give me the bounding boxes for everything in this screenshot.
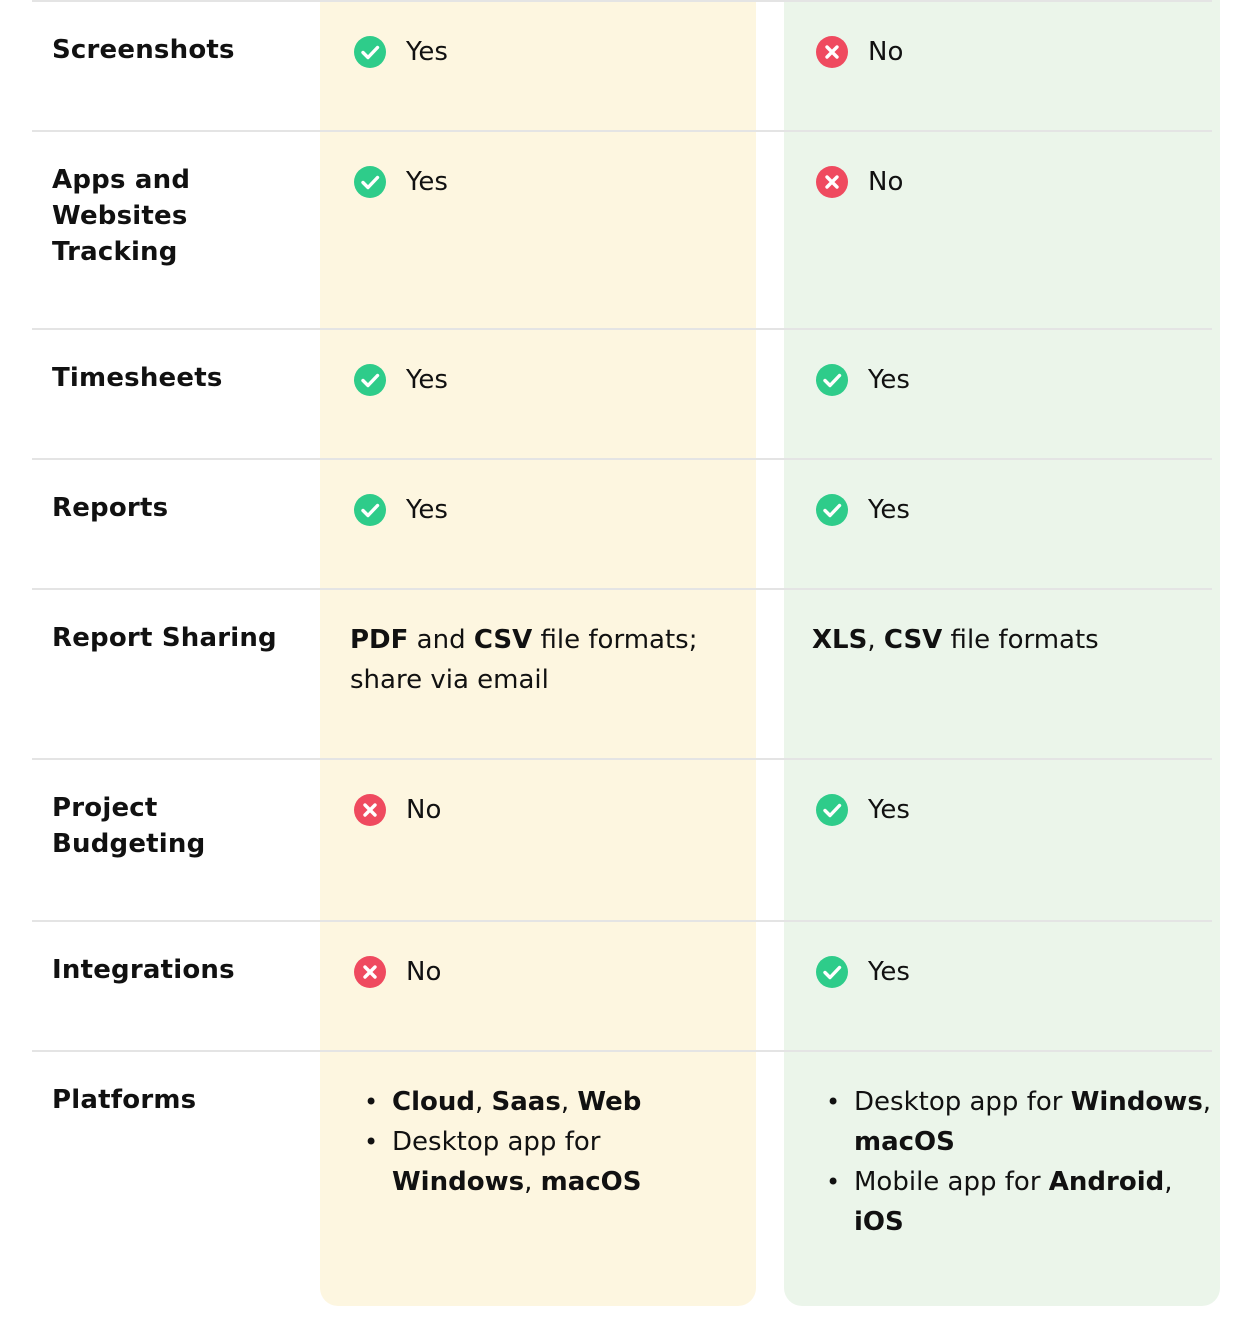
row-divider bbox=[32, 0, 1212, 2]
check-circle-icon bbox=[816, 364, 848, 396]
bold-text: Saas bbox=[491, 1087, 561, 1117]
cell-column-b: No bbox=[812, 162, 1212, 202]
bold-text: XLS bbox=[812, 625, 868, 655]
status-value: Yes bbox=[406, 37, 448, 67]
cell-column-a: Yes bbox=[350, 360, 740, 400]
cell-column-a: Yes bbox=[350, 162, 740, 202]
feature-label: Screenshots bbox=[52, 35, 235, 65]
row-divider bbox=[32, 1050, 1212, 1052]
cell-column-a: No bbox=[350, 952, 740, 992]
bold-text: macOS bbox=[540, 1167, 642, 1197]
status-value: No bbox=[868, 37, 904, 67]
bold-text: Android bbox=[1048, 1167, 1165, 1197]
cell-column-b: Yes bbox=[812, 490, 1212, 530]
platform-list: Cloud, Saas, WebDesktop app for Windows,… bbox=[350, 1082, 740, 1202]
x-circle-icon bbox=[354, 794, 386, 826]
text: , bbox=[524, 1167, 541, 1197]
feature-label: Timesheets bbox=[52, 363, 223, 393]
feature-label: Reports bbox=[52, 493, 169, 523]
status-value: No bbox=[406, 957, 442, 987]
bold-text: Windows bbox=[1070, 1087, 1203, 1117]
x-circle-icon bbox=[816, 36, 848, 68]
feature-label: Report Sharing bbox=[52, 623, 277, 653]
bold-text: CSV bbox=[473, 625, 533, 655]
check-circle-icon bbox=[816, 494, 848, 526]
status-value: Yes bbox=[868, 495, 910, 525]
platform-list-item: Desktop app for Windows, macOS bbox=[350, 1122, 740, 1202]
status-value: No bbox=[868, 167, 904, 197]
check-circle-icon bbox=[354, 494, 386, 526]
bold-text: Web bbox=[577, 1087, 642, 1117]
cell-column-b: Yes bbox=[812, 952, 1212, 992]
status-value: Yes bbox=[868, 365, 910, 395]
text: , bbox=[474, 1087, 492, 1117]
text: Desktop app for bbox=[854, 1087, 1071, 1117]
cell-column-a: PDF and CSV file formats; share via emai… bbox=[350, 620, 740, 700]
row-divider bbox=[32, 458, 1212, 460]
bold-text: Windows bbox=[392, 1167, 525, 1197]
bold-text: CSV bbox=[883, 625, 943, 655]
feature-label: Apps and Websites Tracking bbox=[52, 165, 191, 267]
check-circle-icon bbox=[354, 166, 386, 198]
row-divider bbox=[32, 130, 1212, 132]
status-value: Yes bbox=[406, 365, 448, 395]
text: , bbox=[1202, 1087, 1212, 1117]
bold-text: macOS bbox=[854, 1127, 955, 1157]
text: Mobile app for bbox=[854, 1167, 1049, 1197]
check-circle-icon bbox=[816, 794, 848, 826]
cell-column-b: Yes bbox=[812, 360, 1212, 400]
cell-column-b: Desktop app for Windows, macOSMobile app… bbox=[812, 1082, 1212, 1242]
cell-column-b: No bbox=[812, 32, 1212, 72]
cell-column-a: Yes bbox=[350, 490, 740, 530]
feature-label: Integrations bbox=[52, 955, 235, 985]
status-value: No bbox=[406, 795, 442, 825]
platform-list-item: Cloud, Saas, Web bbox=[350, 1082, 740, 1122]
row-divider bbox=[32, 758, 1212, 760]
platform-list-item: Mobile app for Android, iOS bbox=[812, 1162, 1212, 1242]
bold-text: iOS bbox=[854, 1207, 904, 1237]
bold-text: Cloud bbox=[392, 1087, 475, 1117]
text: file formats; share via email bbox=[350, 625, 698, 695]
cell-column-a: No bbox=[350, 790, 740, 830]
text: , bbox=[867, 625, 884, 655]
check-circle-icon bbox=[816, 956, 848, 988]
row-divider bbox=[32, 328, 1212, 330]
text: , bbox=[560, 1087, 578, 1117]
text: Desktop app for bbox=[392, 1127, 601, 1157]
x-circle-icon bbox=[354, 956, 386, 988]
status-value: Yes bbox=[406, 167, 448, 197]
check-circle-icon bbox=[354, 364, 386, 396]
status-value: Yes bbox=[406, 495, 448, 525]
status-value: Yes bbox=[868, 795, 910, 825]
cell-column-a: Cloud, Saas, WebDesktop app for Windows,… bbox=[350, 1082, 740, 1202]
cell-column-b: Yes bbox=[812, 790, 1212, 830]
platform-list: Desktop app for Windows, macOSMobile app… bbox=[812, 1082, 1212, 1242]
status-value: Yes bbox=[868, 957, 910, 987]
text: and bbox=[408, 625, 474, 655]
row-divider bbox=[32, 588, 1212, 590]
check-circle-icon bbox=[354, 36, 386, 68]
feature-label: Project Budgeting bbox=[52, 793, 206, 859]
cell-column-a: Yes bbox=[350, 32, 740, 72]
x-circle-icon bbox=[816, 166, 848, 198]
bold-text: PDF bbox=[350, 625, 409, 655]
text: file formats bbox=[942, 625, 1099, 655]
feature-label: Platforms bbox=[52, 1085, 197, 1115]
platform-list-item: Desktop app for Windows, macOS bbox=[812, 1082, 1212, 1162]
cell-column-b: XLS, CSV file formats bbox=[812, 620, 1212, 660]
text: , bbox=[1164, 1167, 1173, 1197]
row-divider bbox=[32, 920, 1212, 922]
